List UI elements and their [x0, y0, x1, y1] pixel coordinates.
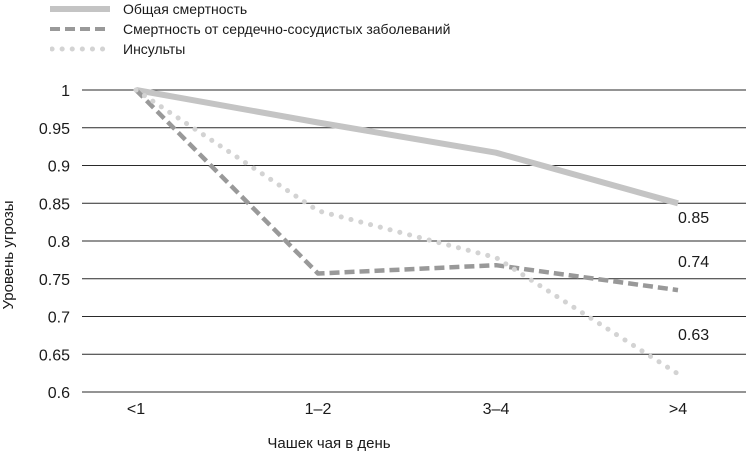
- legend-swatch-strokes: [50, 46, 110, 52]
- legend-label-cardiovascular-mortality: Смертность от сердечно-сосудистых заболе…: [123, 21, 451, 37]
- x-tick-label: 3–4: [483, 401, 510, 418]
- y-tick-label: 0.6: [48, 385, 70, 402]
- x-tick-label: <1: [127, 401, 145, 418]
- y-tick-label: 0.85: [39, 196, 70, 213]
- y-tick-label: 0.75: [39, 272, 70, 289]
- y-tick-label: 1: [61, 83, 70, 100]
- y-axis-title: Уровень угрозы: [0, 200, 17, 309]
- series-line-0: [135, 87, 679, 207]
- end-value-label: 0.74: [678, 254, 709, 271]
- y-tick-label: 0.95: [39, 121, 70, 138]
- legend-swatch-cardiovascular-mortality: [50, 27, 110, 31]
- legend-label-strokes: Инсульты: [123, 41, 186, 57]
- end-value-label: 0.63: [678, 327, 709, 344]
- legend-swatch-total-mortality: [50, 6, 110, 12]
- series-line-1: [134, 88, 679, 293]
- x-tick-label: >4: [669, 401, 687, 418]
- y-tick-label: 0.9: [48, 159, 70, 176]
- y-tick-label: 0.7: [48, 310, 70, 327]
- legend-label-total-mortality: Общая смертность: [123, 1, 248, 17]
- end-value-label: 0.85: [678, 210, 709, 227]
- y-tick-label: 0.65: [39, 347, 70, 364]
- y-tick-label: 0.8: [48, 234, 70, 251]
- series-line-2: [133, 87, 681, 377]
- x-tick-label: 1–2: [305, 401, 332, 418]
- x-axis-title: Чашек чая в день: [267, 435, 390, 452]
